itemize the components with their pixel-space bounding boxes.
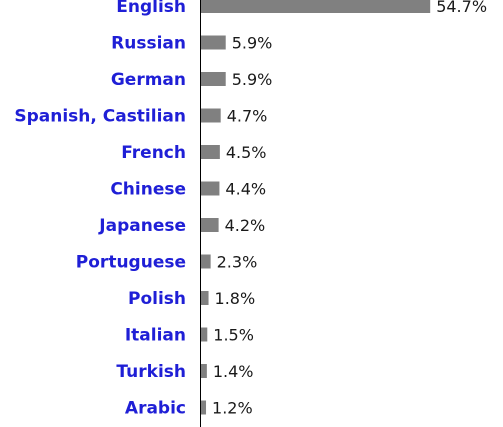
bar-row: Japanese 4.2% [98,216,265,236]
bar-row: Polish 1.8% [128,289,255,309]
category-label: French [121,143,186,163]
bar [201,0,431,13]
bar [201,72,226,86]
bar-row: Russian 5.9% [111,34,272,54]
category-label: German [111,70,186,90]
category-label: Polish [128,289,186,309]
bar [201,181,220,196]
category-label: Turkish [116,362,186,382]
bar [201,327,208,342]
category-label: Russian [111,34,186,54]
value-label: 1.8% [215,289,256,308]
value-label: 4.2% [225,216,266,235]
bar-row: Chinese 4.4% [110,180,266,200]
category-label: English [116,0,186,17]
value-label: 4.7% [227,107,268,126]
value-label: 4.4% [225,180,266,199]
value-label: 2.3% [217,253,258,272]
bar-row: French 4.5% [121,143,266,163]
category-label: Chinese [110,180,186,200]
bar [201,218,219,232]
value-label: 1.5% [213,326,254,345]
bar [201,145,220,159]
value-label: 4.5% [226,143,267,162]
bar-row: German 5.9% [111,70,273,90]
category-label: Portuguese [76,253,186,273]
bar [201,108,221,123]
bar-row: Turkish 1.4% [116,362,253,382]
category-label: Arabic [125,399,186,419]
bar [201,364,207,378]
bar [201,291,209,305]
bar [201,35,226,50]
value-label: 54.7% [436,0,487,16]
bar-row: Arabic 1.2% [125,399,253,419]
bar-row: Italian 1.5% [125,326,254,346]
value-label: 5.9% [232,70,273,89]
bar [201,400,207,415]
bar-row: English 54.7% [116,0,487,17]
category-label: Italian [125,326,186,346]
value-label: 1.4% [213,362,254,381]
bar [201,254,211,269]
category-label: Spanish, Castilian [14,107,186,127]
value-label: 5.9% [232,34,273,53]
value-label: 1.2% [212,399,253,418]
category-label: Japanese [98,216,186,236]
bar-row: Portuguese 2.3% [76,253,257,273]
bar-row: Spanish, Castilian 4.7% [14,107,267,127]
